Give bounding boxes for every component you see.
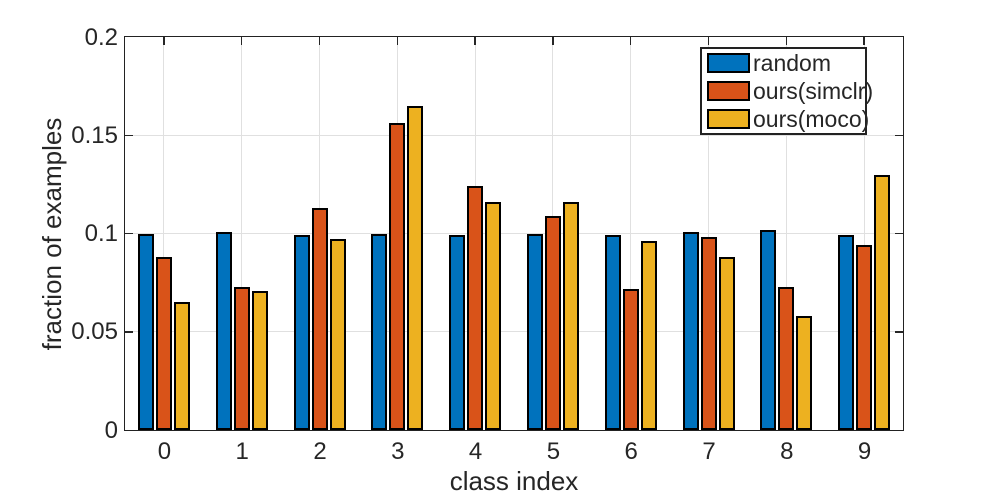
bar-ours(moco)-class-8: [796, 316, 813, 430]
legend-label-ours-simclr: ours(simclr): [753, 78, 874, 104]
bar-random-class-3: [371, 233, 388, 430]
x-tick-mark-top: [318, 37, 321, 45]
bar-random-class-8: [760, 229, 777, 430]
bar-ours(moco)-class-2: [329, 239, 346, 430]
y-axis-title: fraction of examples: [37, 117, 67, 351]
legend-swatch-random: [707, 53, 750, 73]
bar-ours(moco)-class-5: [562, 202, 579, 430]
x-tick-mark-top: [396, 37, 399, 45]
x-tick-label: 3: [391, 438, 405, 465]
x-tick-label: 8: [780, 438, 794, 465]
y-tick-label: 0.2: [84, 23, 118, 51]
x-axis-title: class index: [449, 466, 579, 496]
bar-ours(simclr)-class-3: [389, 123, 406, 430]
bar-random-class-4: [449, 235, 466, 430]
bar-ours(simclr)-class-7: [700, 237, 717, 430]
x-tick-label: 2: [313, 438, 327, 465]
y-tick-label: 0: [104, 416, 118, 444]
bar-ours(simclr)-class-4: [467, 186, 484, 430]
bar-ours(simclr)-class-5: [544, 215, 561, 430]
bar-ours(moco)-class-1: [251, 290, 268, 430]
x-tick-mark-top: [629, 37, 632, 45]
x-tick-mark-top: [163, 37, 165, 45]
v-gridline: [163, 37, 165, 430]
x-tick-label: 9: [857, 438, 872, 465]
y-tick-mark-right: [895, 331, 903, 333]
legend-label-random: random: [753, 50, 831, 76]
x-tick-mark-top: [707, 37, 710, 45]
x-tick-label: 1: [235, 438, 249, 465]
y-tick-mark-right: [895, 134, 903, 136]
x-tick-mark-top: [474, 37, 476, 45]
h-gridline: [125, 233, 903, 234]
bar-random-class-9: [838, 235, 855, 430]
h-gridline: [125, 331, 903, 333]
x-tick-label: 6: [624, 438, 638, 465]
bar-ours(moco)-class-4: [485, 202, 502, 430]
x-tick-mark-top: [785, 37, 788, 45]
v-gridline: [785, 37, 787, 430]
legend-item-ours-simclr: ours(simclr): [702, 77, 873, 105]
legend-item-random: random: [702, 49, 865, 77]
v-gridline: [863, 37, 865, 430]
bar-random-class-0: [137, 233, 154, 430]
legend-swatch-ours-simclr: [707, 81, 750, 101]
bar-ours(moco)-class-9: [874, 174, 891, 430]
bar-ours(simclr)-class-1: [233, 286, 250, 430]
bar-ours(moco)-class-6: [640, 241, 657, 430]
legend: random ours(simclr) ours(moco): [700, 47, 873, 135]
bar-ours(moco)-class-0: [173, 302, 190, 430]
v-gridline: [630, 37, 632, 430]
y-tick-label: 0.1: [84, 220, 118, 247]
x-tick-label: 5: [546, 438, 561, 465]
v-gridline: [241, 37, 243, 430]
legend-item-ours-moco: ours(moco): [702, 105, 869, 133]
bar-ours(simclr)-class-0: [155, 257, 172, 430]
y-tick-mark-left: [125, 331, 133, 333]
bar-random-class-6: [604, 235, 621, 430]
bar-random-class-1: [215, 231, 232, 430]
y-tick-label: 0.15: [71, 121, 118, 149]
legend-swatch-ours-moco: [707, 109, 750, 129]
bar-ours(moco)-class-7: [718, 257, 735, 430]
bar-random-class-2: [293, 235, 310, 430]
y-tick-mark-left: [125, 134, 133, 136]
x-tick-label: 4: [468, 438, 483, 465]
bar-random-class-5: [526, 233, 543, 430]
legend-label-ours-moco: ours(moco): [753, 106, 870, 132]
bar-ours(moco)-class-3: [407, 105, 424, 430]
x-tick-mark-top: [552, 37, 554, 45]
x-tick-mark-top: [863, 37, 865, 45]
x-tick-mark-top: [240, 37, 243, 45]
bar-ours(simclr)-class-6: [622, 288, 639, 430]
bar-ours(simclr)-class-2: [311, 207, 328, 430]
bar-ours(simclr)-class-8: [778, 286, 795, 430]
x-tick-label: 7: [702, 438, 716, 465]
bar-ours(simclr)-class-9: [856, 245, 873, 430]
y-tick-mark-right: [895, 232, 903, 235]
bar-random-class-7: [682, 231, 699, 430]
y-tick-label: 0.05: [71, 318, 118, 346]
y-tick-mark-left: [125, 232, 133, 235]
h-gridline: [125, 134, 903, 136]
x-tick-label: 0: [157, 438, 172, 465]
v-gridline: [708, 37, 709, 430]
